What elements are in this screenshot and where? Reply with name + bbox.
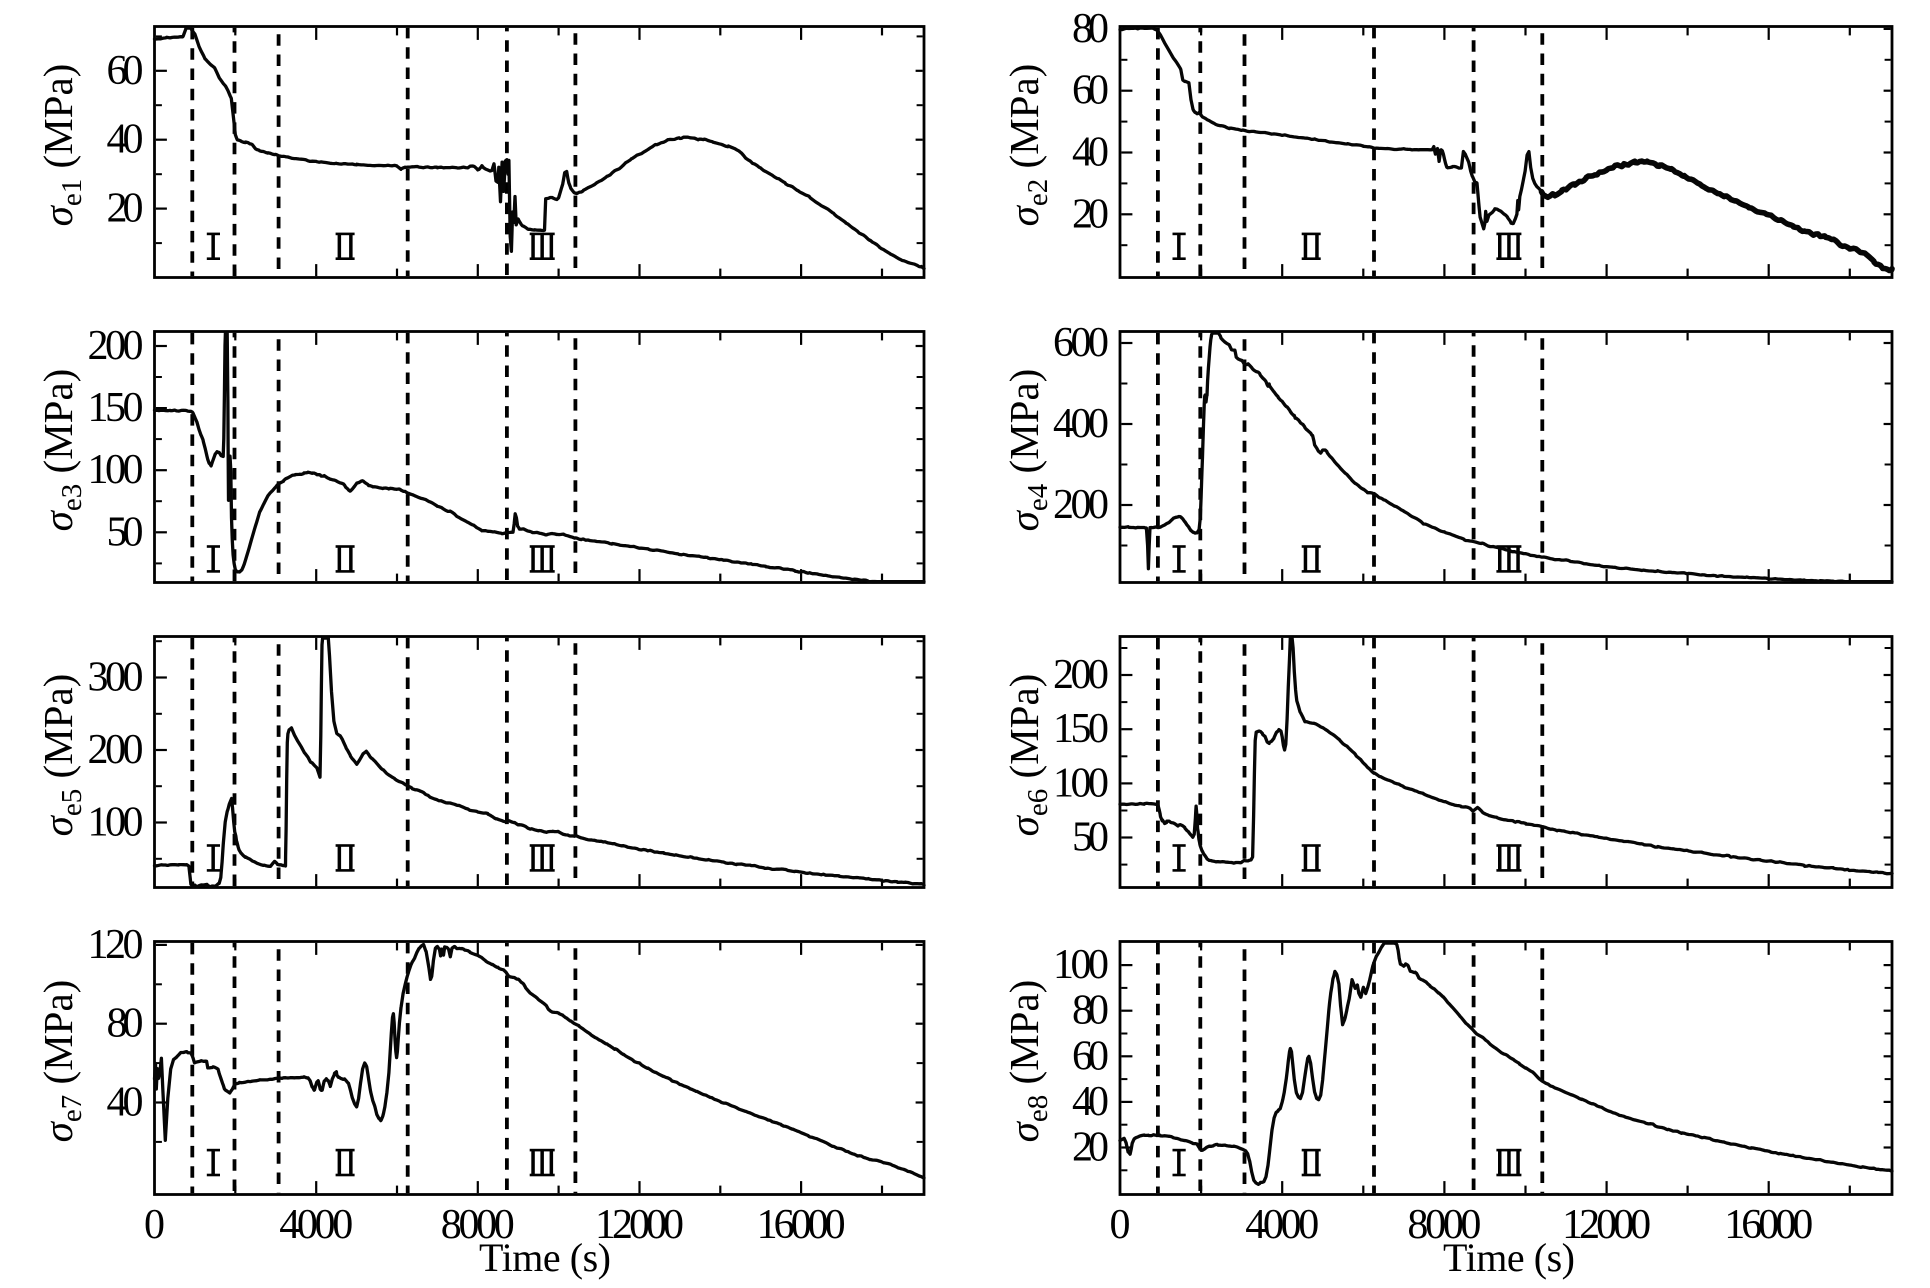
svg-text:40: 40 xyxy=(107,1080,144,1126)
svg-text:8000: 8000 xyxy=(1407,1202,1481,1248)
svg-text:Time (s): Time (s) xyxy=(479,1235,611,1280)
svg-text:100: 100 xyxy=(88,447,144,493)
svg-text:200: 200 xyxy=(1053,482,1109,528)
svg-text:12000: 12000 xyxy=(595,1202,684,1248)
svg-text:200: 200 xyxy=(88,727,144,773)
svg-text:80: 80 xyxy=(1072,988,1109,1034)
svg-text:20: 20 xyxy=(107,186,144,232)
svg-text:60: 60 xyxy=(1072,68,1109,114)
svg-text:100: 100 xyxy=(88,800,144,846)
svg-text:150: 150 xyxy=(88,385,144,431)
svg-text:50: 50 xyxy=(1072,815,1109,861)
svg-text:60: 60 xyxy=(1072,1033,1109,1079)
svg-text:σe5 (MPa): σe5 (MPa) xyxy=(35,674,88,837)
svg-text:20: 20 xyxy=(1072,191,1109,237)
svg-text:12000: 12000 xyxy=(1562,1202,1651,1248)
svg-text:σe1 (MPa): σe1 (MPa) xyxy=(35,64,88,227)
svg-text:50: 50 xyxy=(107,509,144,555)
svg-text:Time (s): Time (s) xyxy=(1443,1235,1575,1280)
svg-text:100: 100 xyxy=(1053,760,1109,806)
svg-text:400: 400 xyxy=(1053,401,1109,447)
svg-text:40: 40 xyxy=(1072,130,1109,176)
svg-text:0: 0 xyxy=(1110,1202,1131,1248)
svg-text:120: 120 xyxy=(88,922,144,968)
svg-text:20: 20 xyxy=(1072,1125,1109,1171)
svg-text:600: 600 xyxy=(1053,320,1109,366)
svg-text:8000: 8000 xyxy=(441,1202,515,1248)
svg-text:40: 40 xyxy=(107,117,144,163)
svg-text:σe8 (MPa): σe8 (MPa) xyxy=(1001,980,1054,1143)
svg-text:σe2 (MPa): σe2 (MPa) xyxy=(1001,64,1054,227)
svg-text:200: 200 xyxy=(88,323,144,369)
svg-text:σe6 (MPa): σe6 (MPa) xyxy=(1001,674,1054,837)
svg-text:300: 300 xyxy=(88,655,144,701)
svg-text:80: 80 xyxy=(1072,6,1109,52)
svg-text:200: 200 xyxy=(1053,652,1109,698)
svg-text:σe3 (MPa): σe3 (MPa) xyxy=(35,369,88,532)
svg-text:0: 0 xyxy=(144,1202,165,1248)
svg-text:100: 100 xyxy=(1053,942,1109,988)
svg-text:40: 40 xyxy=(1072,1079,1109,1125)
svg-text:16000: 16000 xyxy=(1724,1202,1813,1248)
svg-text:4000: 4000 xyxy=(1245,1202,1319,1248)
svg-text:80: 80 xyxy=(107,1001,144,1047)
svg-text:60: 60 xyxy=(107,48,144,94)
svg-text:σe4 (MPa): σe4 (MPa) xyxy=(1001,369,1054,532)
svg-text:150: 150 xyxy=(1053,706,1109,752)
svg-text:σe7 (MPa): σe7 (MPa) xyxy=(35,980,88,1143)
svg-text:16000: 16000 xyxy=(757,1202,846,1248)
svg-text:4000: 4000 xyxy=(279,1202,353,1248)
